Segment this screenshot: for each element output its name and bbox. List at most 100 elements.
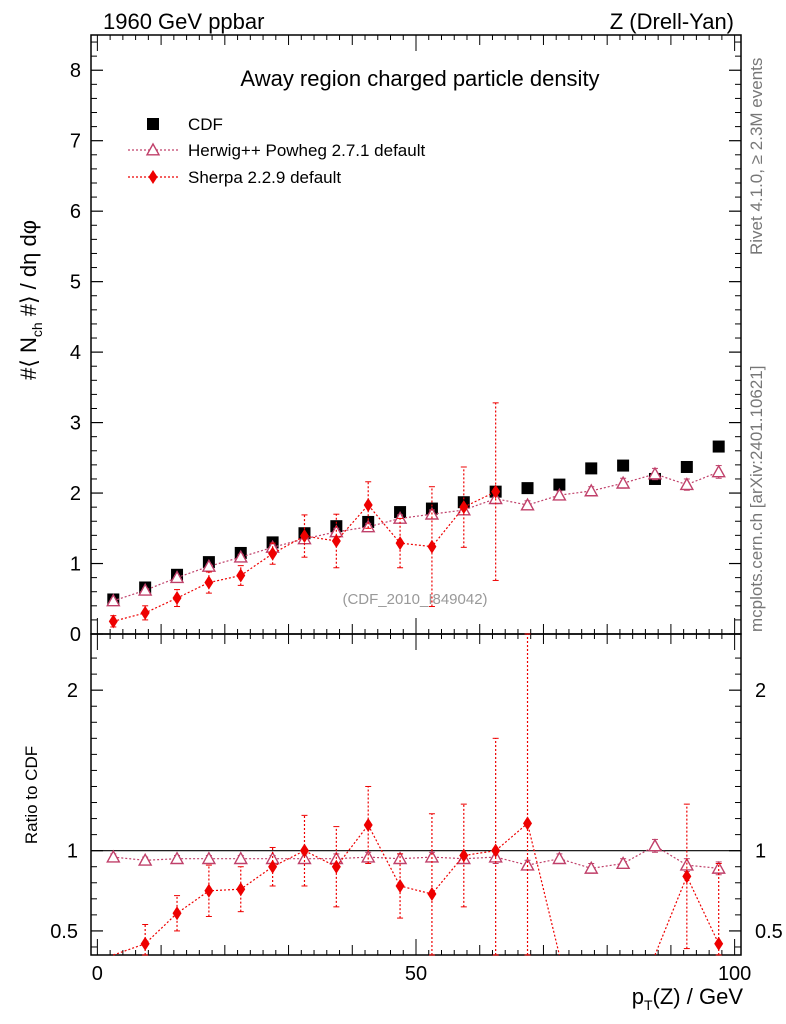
main-point bbox=[617, 459, 630, 472]
main-point bbox=[299, 529, 309, 544]
main-ytick-label: 1 bbox=[70, 554, 81, 576]
ratio-ylabel: Ratio to CDF bbox=[22, 746, 41, 844]
ratio-data bbox=[106, 633, 726, 956]
main-point bbox=[680, 460, 693, 473]
ratio-series-line bbox=[113, 822, 560, 956]
ratio-point bbox=[427, 887, 437, 902]
ratio-point bbox=[169, 851, 185, 865]
ratio-ytick-label-right: 1 bbox=[755, 841, 766, 863]
main-ytick-label: 7 bbox=[70, 131, 81, 153]
ratio-point bbox=[299, 843, 309, 858]
x-tick-label: 50 bbox=[405, 963, 427, 985]
main-point bbox=[395, 536, 405, 551]
legend: CDF Herwig++ Powheg 2.7.1 default Sherpa 2… bbox=[128, 115, 425, 187]
x-axis-label: pT(Z) / GeV bbox=[632, 984, 744, 1013]
main-ytick-label: 2 bbox=[70, 483, 81, 505]
legend-label: Sherpa 2.2.9 default bbox=[188, 168, 341, 187]
ratio-point bbox=[106, 849, 121, 863]
main-ylabel: #⟨ Nch #⟩ / dη dφ bbox=[16, 220, 45, 380]
ratio-ytick-label: 1 bbox=[67, 841, 78, 863]
ylabel-ch: ch bbox=[29, 322, 45, 337]
ratio-point bbox=[204, 883, 214, 898]
main-point bbox=[172, 591, 182, 606]
ratio-ytick-label-right: 2 bbox=[755, 680, 766, 702]
ratio-point bbox=[523, 816, 533, 831]
ratio-point bbox=[552, 851, 567, 865]
main-ticks: 0 1 2 3 4 5 6 7 8 bbox=[70, 35, 741, 646]
x-ticks: 0 50 100 bbox=[92, 963, 752, 985]
main-point bbox=[361, 519, 376, 533]
ratio-point bbox=[459, 848, 469, 863]
main-ytick-label: 0 bbox=[70, 624, 81, 646]
ratio-ytick-label: 2 bbox=[67, 680, 78, 702]
ylabel-rest: #⟩ / dη dφ bbox=[16, 220, 41, 322]
header-left: 1960 GeV ppbar bbox=[103, 9, 264, 34]
ratio-point bbox=[140, 936, 150, 951]
ratio-point bbox=[172, 906, 182, 921]
ratio-ytick-label-right: 0.5 bbox=[755, 921, 783, 943]
main-ytick-label: 3 bbox=[70, 413, 81, 435]
header-right: Z (Drell-Yan) bbox=[610, 9, 734, 34]
legend-marker bbox=[147, 118, 159, 130]
watermark: (CDF_2010_I849042) bbox=[342, 591, 487, 608]
main-ytick-label: 8 bbox=[70, 60, 81, 82]
ratio-point bbox=[331, 859, 341, 874]
ratio-point bbox=[584, 860, 599, 874]
ratio-series-line bbox=[113, 845, 719, 869]
ratio-point bbox=[682, 869, 692, 884]
main-point bbox=[711, 464, 726, 478]
ratio-ytick-label: 0.5 bbox=[50, 921, 78, 943]
ratio-point bbox=[714, 936, 724, 951]
xlabel-T: T bbox=[644, 997, 653, 1013]
x-tick-label: 0 bbox=[92, 963, 103, 985]
main-point bbox=[521, 482, 534, 495]
main-point bbox=[585, 462, 598, 475]
main-point bbox=[137, 582, 153, 596]
ratio-point bbox=[647, 838, 663, 852]
legend-marker bbox=[148, 170, 158, 184]
rivet-label: Rivet 4.1.0, ≥ 2.3M events bbox=[747, 58, 766, 255]
ratio-ticks: 0.5 0.5 1 1 2 2 bbox=[50, 634, 783, 955]
main-point bbox=[615, 475, 631, 489]
main-point bbox=[552, 487, 567, 501]
legend-label: Herwig++ Powheg 2.7.1 default bbox=[188, 141, 425, 160]
main-point bbox=[106, 593, 121, 607]
main-ytick-label: 4 bbox=[70, 342, 81, 364]
ratio-point bbox=[491, 843, 501, 858]
x-tick-label: 100 bbox=[718, 963, 751, 985]
mcplots-label: mcplots.cern.ch [arXiv:2401.10621] bbox=[747, 366, 766, 632]
main-title: Away region charged particle density bbox=[240, 66, 599, 91]
ratio-point bbox=[424, 849, 440, 863]
ratio-frame bbox=[90, 633, 742, 956]
main-point bbox=[268, 546, 278, 561]
main-point bbox=[459, 500, 469, 515]
ratio-point bbox=[395, 878, 405, 893]
main-panel: Away region charged particle density (CD… bbox=[16, 34, 742, 646]
ratio-point bbox=[233, 851, 248, 865]
main-point bbox=[169, 570, 185, 584]
main-point bbox=[363, 498, 373, 513]
main-point bbox=[491, 484, 501, 499]
ratio-panel: 0.5 0.5 1 1 2 2 Ratio to CDF bbox=[22, 633, 783, 956]
main-point bbox=[584, 483, 599, 497]
main-point bbox=[108, 614, 118, 629]
main-ytick-label: 5 bbox=[70, 272, 81, 294]
main-point bbox=[679, 477, 695, 491]
main-point bbox=[712, 440, 725, 453]
ratio-point bbox=[236, 882, 246, 897]
main-point bbox=[204, 575, 214, 590]
ratio-point bbox=[201, 851, 217, 865]
legend-label: CDF bbox=[188, 115, 223, 134]
ratio-point bbox=[268, 859, 278, 874]
main-point bbox=[647, 466, 663, 480]
ratio-point bbox=[363, 817, 373, 832]
ratio-point bbox=[361, 849, 376, 863]
ratio-point bbox=[520, 857, 535, 871]
main-point bbox=[553, 478, 566, 491]
main-point bbox=[201, 558, 217, 572]
ratio-point bbox=[297, 851, 312, 865]
main-point bbox=[520, 497, 535, 511]
xlabel-rest: (Z) / GeV bbox=[653, 984, 744, 1009]
ratio-point bbox=[392, 851, 408, 865]
